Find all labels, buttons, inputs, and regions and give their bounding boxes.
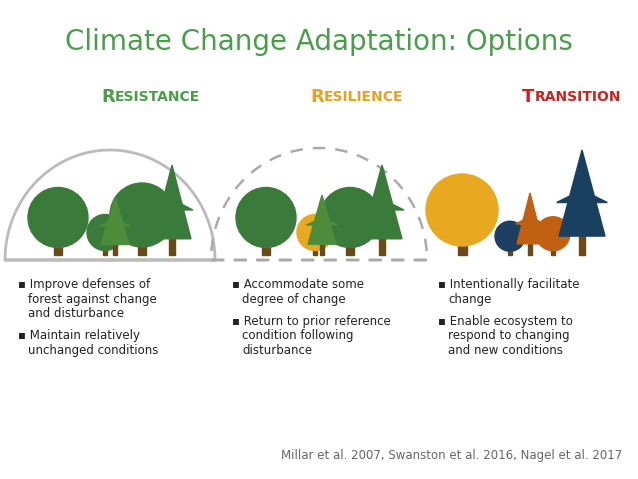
Bar	[169, 239, 175, 255]
Text: ▪ Return to prior reference: ▪ Return to prior reference	[232, 315, 390, 328]
Text: R: R	[310, 88, 324, 106]
Polygon shape	[559, 150, 605, 236]
Text: ▪ Improve defenses of: ▪ Improve defenses of	[18, 278, 150, 291]
Polygon shape	[101, 197, 129, 245]
Polygon shape	[360, 199, 404, 210]
Bar	[579, 236, 586, 255]
Circle shape	[495, 221, 525, 251]
Circle shape	[536, 217, 570, 251]
Bar	[103, 245, 107, 255]
Text: T: T	[522, 88, 534, 106]
Polygon shape	[516, 217, 544, 224]
Circle shape	[28, 187, 88, 248]
Bar	[457, 235, 466, 255]
Bar	[262, 239, 270, 255]
Polygon shape	[517, 193, 543, 244]
Bar	[528, 244, 532, 255]
Polygon shape	[308, 195, 336, 244]
Circle shape	[320, 187, 380, 248]
Circle shape	[236, 187, 296, 248]
Text: condition following: condition following	[242, 330, 353, 342]
Text: R: R	[101, 88, 115, 106]
Text: respond to changing: respond to changing	[448, 330, 570, 342]
Polygon shape	[557, 190, 607, 203]
Text: ▪ Enable ecosystem to: ▪ Enable ecosystem to	[438, 315, 573, 328]
Polygon shape	[153, 165, 191, 239]
Polygon shape	[100, 219, 130, 226]
Bar	[138, 238, 146, 255]
Text: change: change	[448, 293, 491, 306]
Text: degree of change: degree of change	[242, 293, 346, 306]
Circle shape	[426, 174, 498, 246]
Bar	[320, 244, 324, 255]
Circle shape	[110, 183, 174, 247]
Text: forest against change: forest against change	[28, 293, 157, 306]
Text: disturbance: disturbance	[242, 344, 312, 357]
Text: and disturbance: and disturbance	[28, 307, 124, 320]
Text: and new conditions: and new conditions	[448, 344, 563, 357]
Text: Millar et al. 2007, Swanston et al. 2016, Nagel et al. 2017: Millar et al. 2007, Swanston et al. 2016…	[281, 449, 622, 462]
Text: ▪ Accommodate some: ▪ Accommodate some	[232, 278, 364, 291]
Bar	[508, 247, 512, 255]
Text: ▪ Maintain relatively: ▪ Maintain relatively	[18, 330, 140, 342]
Text: ▪ Intentionally facilitate: ▪ Intentionally facilitate	[438, 278, 579, 291]
Polygon shape	[307, 218, 338, 225]
Text: Climate Change Adaptation: Options: Climate Change Adaptation: Options	[65, 28, 573, 56]
Bar	[54, 239, 62, 255]
Bar	[379, 239, 385, 255]
Text: ESILIENCE: ESILIENCE	[324, 90, 403, 104]
Bar	[113, 245, 117, 255]
Bar	[346, 239, 353, 255]
Text: RANSITION: RANSITION	[535, 90, 621, 104]
Bar	[551, 246, 555, 255]
Polygon shape	[151, 199, 193, 210]
Circle shape	[297, 215, 333, 251]
Text: ESISTANCE: ESISTANCE	[115, 90, 200, 104]
Polygon shape	[362, 165, 402, 239]
Circle shape	[87, 215, 123, 251]
Text: unchanged conditions: unchanged conditions	[28, 344, 158, 357]
Bar	[313, 245, 317, 255]
